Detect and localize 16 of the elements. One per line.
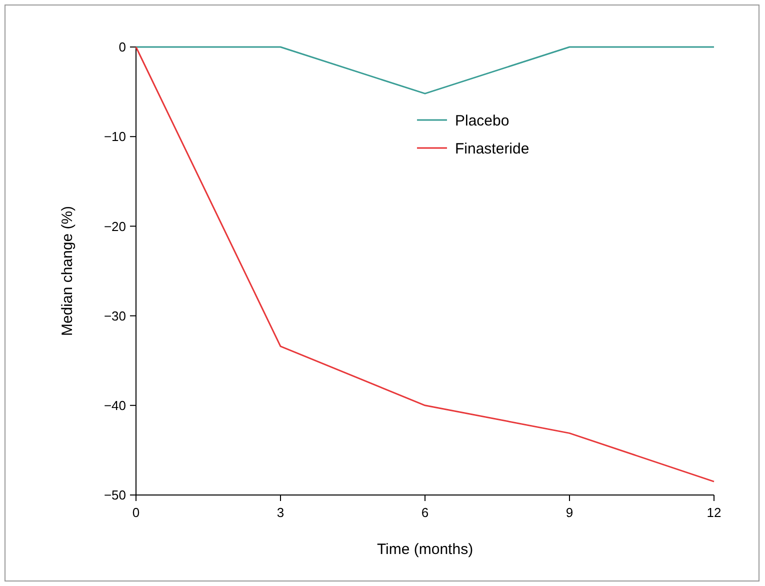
legend-label: Finasteride — [455, 140, 530, 158]
x-tick-label: 12 — [706, 505, 722, 520]
legend-label: Placebo — [455, 112, 510, 130]
x-tick-label: 3 — [276, 505, 284, 520]
y-tick-label: −20 — [104, 218, 126, 234]
y-tick-label: −50 — [104, 488, 126, 503]
x-tick-label: 0 — [132, 505, 140, 520]
line-series — [135, 46, 715, 482]
x-axis-title: Time (months) — [376, 541, 474, 558]
y-tick-label: −30 — [104, 308, 126, 324]
y-tick-label: −40 — [104, 398, 126, 413]
y-tick-label: −10 — [104, 129, 126, 144]
x-tick-label: 9 — [566, 505, 574, 520]
x-tick-label: 6 — [421, 505, 429, 520]
y-tick-label: 0 — [118, 40, 126, 55]
y-axis-title: Median change (%) — [59, 206, 76, 336]
